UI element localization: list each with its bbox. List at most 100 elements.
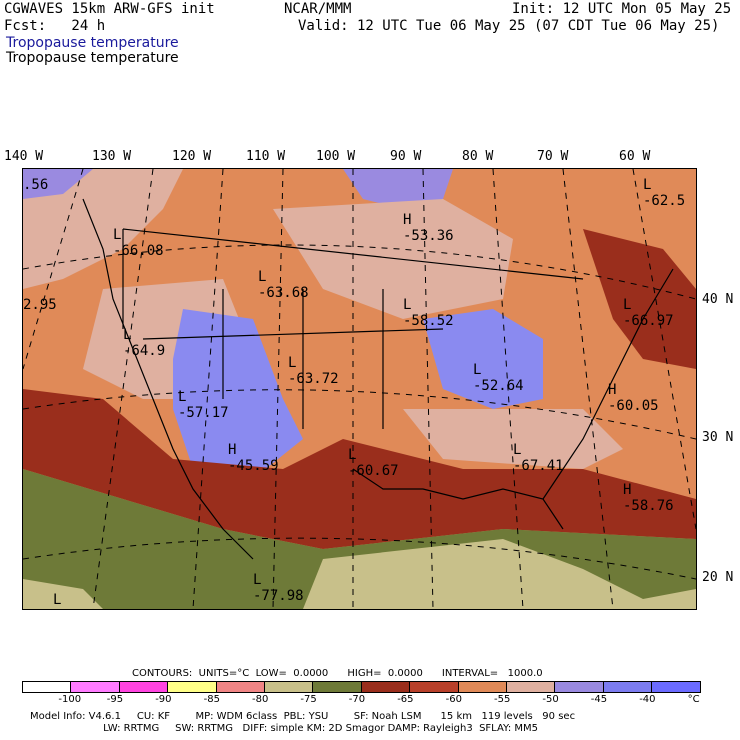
- lat-label: 40 N: [702, 292, 734, 307]
- extremum-value: -60.05: [608, 398, 659, 414]
- blue-region: [423, 309, 543, 409]
- extremum-type: H: [608, 382, 616, 398]
- extremum-type: L: [403, 297, 411, 313]
- colorbar-tick: -85: [203, 694, 220, 705]
- extremum-type: H: [403, 212, 411, 228]
- lon-label: 120 W: [172, 149, 212, 164]
- colorbar-tick: -50: [542, 694, 559, 705]
- khaki-region: [303, 539, 696, 609]
- tropopause-map: L-66.08L-63.68L-64.9L-63.72L-57.17H-45.5…: [23, 169, 696, 609]
- lon-label: 140 W: [4, 149, 44, 164]
- extremum-type: H: [228, 442, 236, 458]
- field-title: Tropopause temperature: [6, 35, 179, 51]
- colorbar-tick: -60: [445, 694, 462, 705]
- colorbar-tick: °C: [687, 694, 700, 705]
- colorbar-cell: [651, 681, 701, 693]
- extremum-value: -77.98: [253, 588, 304, 604]
- colorbar-tick: -65: [397, 694, 414, 705]
- extremum-type: H: [623, 482, 631, 498]
- extremum-type: L: [643, 177, 651, 193]
- extremum-value: -63.72: [288, 371, 339, 387]
- colorbar-cell: [70, 681, 120, 693]
- coastlines: [82, 198, 674, 560]
- extremum-value: -52.64: [473, 378, 524, 394]
- extremum-type: L: [473, 362, 481, 378]
- lon-label: 100 W: [316, 149, 356, 164]
- extremum-type: L: [258, 269, 266, 285]
- pale-region: [273, 199, 513, 319]
- lat-label: 20 N: [702, 570, 734, 585]
- purple-region: [343, 169, 453, 209]
- extremum-type: L: [623, 297, 631, 313]
- lon-label: 130 W: [92, 149, 132, 164]
- extremum-value: -66.97: [623, 313, 674, 329]
- lon-label: 110 W: [246, 149, 286, 164]
- extremum-value: -45.59: [228, 458, 279, 474]
- colorbar-tick: -75: [300, 694, 317, 705]
- extremum-value: 2.95: [23, 297, 57, 313]
- colorbar-tick: -90: [155, 694, 172, 705]
- lon-label: 90 W: [390, 149, 422, 164]
- graticule: [23, 169, 696, 609]
- valid-time: Valid: 12 UTC Tue 06 May 25 (07 CDT Tue …: [298, 18, 720, 34]
- colorbar-cell: [264, 681, 314, 693]
- extremum-value: -53.36: [403, 228, 454, 244]
- dark-red-region: [23, 389, 696, 549]
- extremum-type: L: [253, 572, 261, 588]
- lon-label: 60 W: [619, 149, 651, 164]
- extremum-value: -60.67: [348, 463, 399, 479]
- colorbar-tick: -45: [590, 694, 608, 705]
- colorbar-cell: [457, 681, 507, 693]
- colorbar-tick: -70: [348, 694, 366, 705]
- extremum-value: -58.76: [623, 498, 674, 514]
- extrema-labels: L-66.08L-63.68L-64.9L-63.72L-57.17H-45.5…: [23, 177, 685, 609]
- colorbar-tick: -95: [106, 694, 124, 705]
- init-time: Init: 12 UTC Mon 05 May 25: [512, 1, 732, 17]
- model-title: CGWAVES 15km ARW-GFS init: [4, 1, 215, 17]
- model-info-line1: Model Info: V4.6.1 CU: KF MP: WDM 6class…: [30, 711, 576, 722]
- lon-label: 80 W: [462, 149, 494, 164]
- colorbar-cell: [506, 681, 556, 693]
- extremum-value: .56: [23, 177, 48, 193]
- colorbar-cell: [22, 681, 72, 693]
- colorbar-cell: [312, 681, 362, 693]
- forecast-hour: Fcst: 24 h: [4, 18, 106, 34]
- extremum-type: L: [113, 227, 121, 243]
- colorbar-cell: [118, 681, 169, 693]
- pale-region: [403, 409, 623, 469]
- colorbar-cell: [360, 681, 411, 693]
- blue-region: [173, 309, 303, 479]
- colorbar-cell: [167, 681, 217, 693]
- lat-label: 30 N: [702, 430, 734, 445]
- extremum-value: -66.08: [113, 243, 164, 259]
- extremum-type: L: [288, 355, 296, 371]
- field-subtitle: Tropopause temperature: [6, 50, 179, 66]
- model-info-line2: LW: RRTMG SW: RRTMG DIFF: simple KM: 2D …: [30, 723, 538, 734]
- extremum-type: L: [123, 327, 131, 343]
- extremum-value: -57.17: [178, 405, 229, 421]
- colorbar-cell: [554, 681, 604, 693]
- extremum-type: L: [513, 442, 521, 458]
- extremum-value: -63.68: [258, 285, 309, 301]
- org-label: NCAR/MMM: [284, 1, 352, 17]
- lon-label: 70 W: [537, 149, 569, 164]
- purple-region: [23, 169, 93, 199]
- colorbar-cell: [215, 681, 265, 693]
- contour-info: CONTOURS: UNITS=°C LOW= 0.0000 HIGH= 0.0…: [132, 668, 543, 679]
- khaki-region: [23, 579, 103, 609]
- extremum-value: -75.8: [53, 608, 95, 609]
- extremum-value: -62.5: [643, 193, 685, 209]
- colorbar-tick: -100: [58, 694, 82, 705]
- dark-red-region: [583, 229, 696, 369]
- extremum-value: -67.41: [513, 458, 564, 474]
- pale-region: [23, 169, 183, 289]
- colorbar-cell: [602, 681, 653, 693]
- map-panel: L -66.08 L -63.68 L -64.9 L -63.72 L -57.17 H -45.5…: [22, 168, 697, 610]
- colorbar-tick: -55: [494, 694, 511, 705]
- colorbar-cell: [409, 681, 459, 693]
- extremum-type: L: [348, 447, 356, 463]
- colorbar-tick: -80: [252, 694, 269, 705]
- extremum-value: -58.52: [403, 313, 454, 329]
- extremum-type: L: [178, 389, 186, 405]
- colorbar-tick: -40: [639, 694, 656, 705]
